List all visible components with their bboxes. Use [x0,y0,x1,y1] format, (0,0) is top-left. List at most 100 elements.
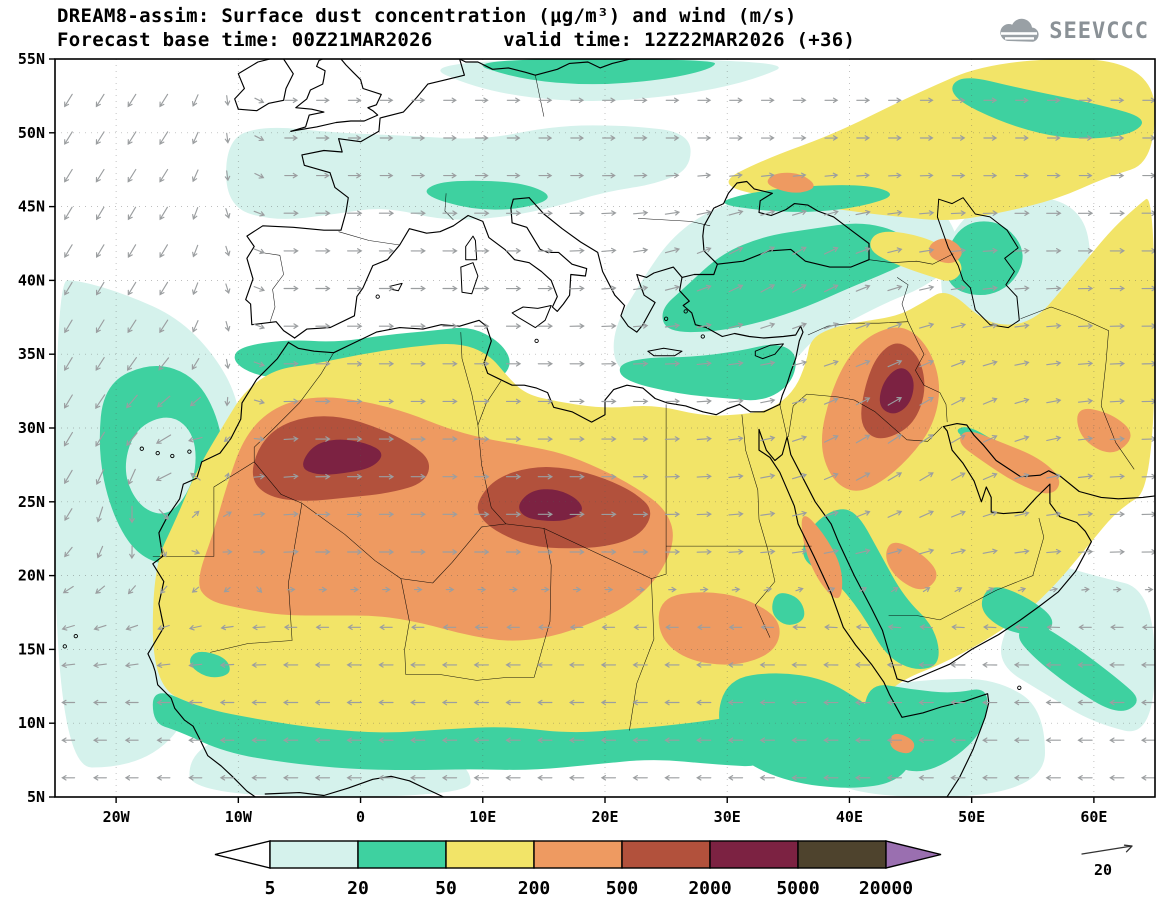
country-border [629,578,655,731]
dust-region [226,125,691,220]
lat-tick-label: 25N [18,493,45,511]
small-island [1017,685,1022,690]
island-outline [465,235,478,261]
dust-region [870,231,962,281]
dust-region [772,593,805,625]
coastline-path [702,180,870,265]
lat-tick-label: 45N [18,198,45,216]
lon-tick-label: 60E [1080,808,1107,826]
dust-region [519,489,582,521]
colorbar-tick-label: 500 [606,878,639,899]
small-island [139,446,144,451]
small-island [155,450,160,456]
dust-region [890,733,915,754]
wind-reference: 20 [1081,844,1133,879]
coastline-path [245,59,465,339]
colorbar-arrow-right [885,840,942,869]
small-island [187,449,192,454]
colorbar-segment [709,840,799,869]
lat-tick-label: 30N [18,419,45,437]
dust-region [125,417,196,514]
lat-axis: 55N 50N 45N 40N 35N 30N 25N 20N 15N 10N 5N [18,52,55,806]
coastline-path [528,197,683,333]
contour-fills [55,59,1155,797]
graticule [55,59,1155,797]
small-island [534,338,539,344]
colorbar-segment [357,840,447,869]
coastline-path [237,59,294,112]
dust-region [952,78,1143,139]
dust-region [303,439,382,475]
country-border [260,252,284,322]
dust-region [886,542,937,590]
coastline-path [287,319,781,423]
small-island [683,309,688,314]
colorbar-segment [445,840,535,869]
coastline-path [459,59,632,76]
lon-tick-label: 10E [469,808,496,826]
country-border [806,393,943,442]
coastline-path [264,775,445,797]
dust-region [803,509,939,670]
dust-region [801,516,843,599]
country-border [535,75,545,117]
lat-tick-label: 55N [18,52,45,68]
small-island [700,334,705,339]
island-outline [511,305,552,329]
wind-reference-arrow [1081,844,1133,855]
country-border [460,332,479,426]
country-border [888,517,1045,621]
coastline-path [786,425,1092,683]
dust-region [152,693,771,771]
country-border [533,528,552,678]
lon-axis: 20W 10W 0 10E 20E 30E 40E 50E 60E [103,797,1107,826]
colorbar-arrow-left [214,840,271,869]
wind-arrows [61,93,1155,781]
dust-region [190,651,230,678]
island-outline [460,262,479,295]
coastline-path [679,276,804,405]
lat-tick-label: 20N [18,567,45,585]
country-border [807,321,909,336]
dust-region [981,587,1053,635]
colorbar-segment [533,840,623,869]
lat-tick-label: 5N [27,788,45,806]
wind-reference-value: 20 [1094,861,1112,879]
dust-region [1077,408,1131,453]
small-island [375,294,380,299]
dust-region [945,221,1023,296]
dust-region [1019,624,1137,711]
island-outline [754,343,784,360]
country-border [210,503,303,653]
island-outline [647,347,683,357]
colorbar-segment [269,840,359,869]
colorbar-segment [797,840,887,869]
colorbar-tick-label: 20000 [859,878,913,899]
coastline-path [290,59,382,132]
small-island [663,316,669,321]
country-border [868,253,954,265]
map-canvas: 55N 50N 45N 40N 35N 30N 25N 20N 15N 10N 5N 20W 10W 0 1… [18,52,1156,826]
colorbar: 5 20 50 200 500 2000 5000 20000 20 [214,840,1133,899]
colorbar-tick-label: 20 [347,878,369,899]
country-border [253,461,507,584]
dust-region [483,59,715,85]
colorbar-tick-label: 2000 [688,878,731,899]
coastline-path [294,197,588,339]
colorbar-tick-label: 5 [265,878,276,899]
small-island [73,633,78,639]
small-island [62,644,67,649]
coastline-path [681,248,870,278]
seevccc-logo: SEEVCCC [996,16,1149,46]
country-border [152,352,334,557]
lat-tick-label: 40N [18,271,45,289]
dust-region [619,344,796,401]
dust-region [879,368,914,414]
small-island [170,453,175,459]
wind-arrow-field [61,93,1155,781]
lat-tick-label: 50N [18,124,45,142]
lon-tick-label: 0 [356,808,365,826]
country-border [505,404,667,579]
coastline-path [758,428,990,797]
coastline-path [234,59,271,110]
